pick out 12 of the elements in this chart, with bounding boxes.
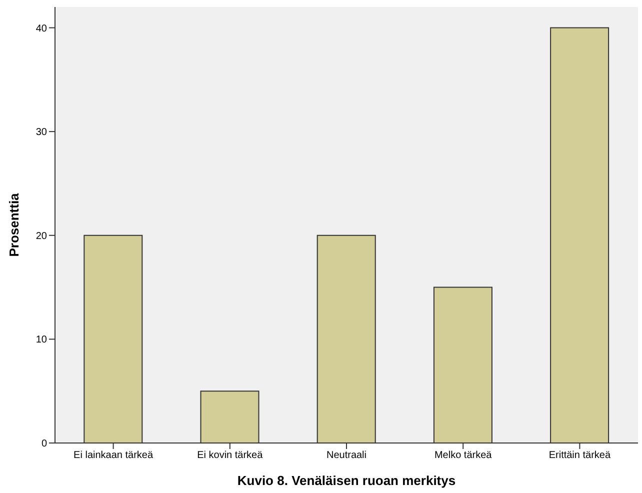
y-tick-label: 10 <box>36 334 48 346</box>
y-tick-label: 0 <box>41 438 48 450</box>
x-tick-label: Melko tärkeä <box>434 450 492 462</box>
y-tick-label: 40 <box>36 23 48 34</box>
x-axis-title: Kuvio 8. Venäläisen ruoan merkitys <box>237 473 456 488</box>
y-tick-label: 30 <box>36 127 48 138</box>
x-tick-label: Ei kovin tärkeä <box>197 450 264 462</box>
x-tick-label: Ei lainkaan tärkeä <box>74 450 154 462</box>
x-tick-label: Erittäin tärkeä <box>548 450 611 462</box>
y-axis-title: Prosenttia <box>6 192 22 257</box>
y-tick-label: 20 <box>36 230 48 242</box>
x-tick-label: Neutraali <box>326 450 367 462</box>
